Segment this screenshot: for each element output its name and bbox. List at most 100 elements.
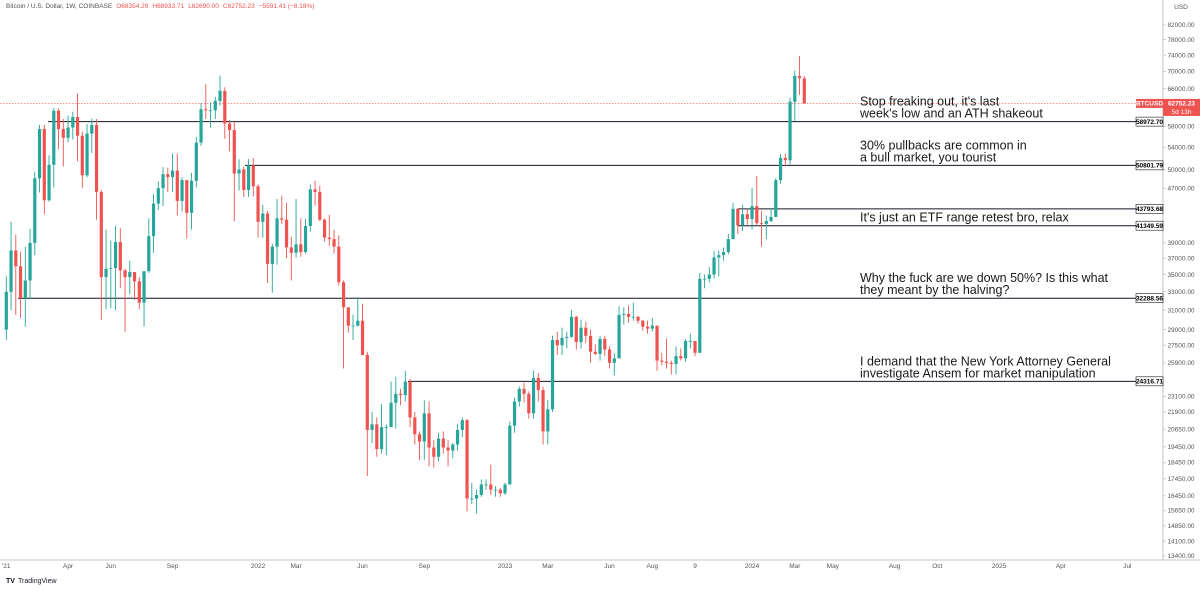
candle-body: [550, 339, 555, 410]
candle-body: [641, 320, 645, 327]
candle-body: [85, 133, 89, 176]
x-tick-label: Aug: [647, 563, 659, 570]
candle-body: [33, 178, 37, 243]
symbol-tag-box: [1136, 98, 1163, 108]
candle-body: [227, 123, 232, 131]
candle-body: [75, 117, 80, 136]
candle-body: [199, 109, 203, 143]
candle-body: [441, 438, 445, 448]
level-label-box: [1135, 220, 1164, 231]
candle-body: [337, 246, 341, 283]
candle-body: [94, 124, 99, 192]
candle-body: [664, 361, 669, 363]
candle-body: [569, 316, 574, 337]
x-tick-label: 2023: [498, 563, 513, 570]
y-tick-label: 54000.00: [1167, 145, 1194, 152]
currency: USD: [1174, 4, 1188, 11]
x-tick-label: Apr: [63, 563, 74, 570]
candle-body: [712, 257, 716, 275]
candle-body: [251, 165, 255, 187]
candle-body: [460, 420, 464, 430]
y-tick-label: 33000.00: [1167, 289, 1194, 296]
y-tick-label: 31000.00: [1167, 307, 1194, 314]
candle-body: [189, 180, 194, 213]
candle-body: [237, 169, 241, 174]
candle-body: [4, 291, 8, 330]
y-tick-label: 35000.00: [1167, 272, 1194, 279]
candle-body: [721, 252, 726, 256]
annotation: a bull market, you tourist: [860, 150, 997, 164]
y-tick-label: 47000.00: [1167, 185, 1194, 192]
candle-body: [631, 316, 635, 318]
candle-body: [208, 110, 213, 112]
candle-body: [332, 239, 336, 247]
candle-body: [750, 206, 754, 220]
x-tick-label: May: [827, 563, 840, 570]
candle-body: [346, 307, 350, 326]
candle-body: [170, 170, 175, 178]
candle-body: [161, 174, 165, 189]
candle-body: [693, 341, 697, 353]
x-tick-label: Sep: [419, 563, 431, 570]
y-tick-label: 50000.00: [1167, 167, 1194, 174]
candle-body: [764, 221, 768, 224]
brand-name: TradingView: [18, 578, 57, 585]
brand: TV TradingView: [6, 578, 57, 585]
x-tick-label: Mar: [789, 563, 801, 570]
candle-body: [351, 325, 355, 327]
candle-body: [531, 377, 536, 414]
candle-body: [23, 280, 27, 299]
candle-body: [80, 135, 84, 176]
y-tick-label: 74000.00: [1167, 52, 1194, 59]
candle-body: [484, 484, 488, 486]
candle-body: [384, 427, 388, 428]
candle-body: [246, 165, 251, 191]
candle-body: [42, 129, 46, 201]
y-tick-label: 25900.00: [1167, 360, 1194, 367]
candle-body: [52, 110, 56, 165]
candle-body: [9, 250, 13, 292]
x-tick-label: Jun: [106, 563, 117, 570]
candle-body: [607, 349, 612, 363]
annotation: investigate Ansem for market manipulatio…: [860, 366, 1096, 380]
candle-body: [294, 244, 298, 253]
candle-body: [232, 130, 236, 174]
candle-body: [61, 129, 65, 138]
y-tick-label: 78000.00: [1167, 37, 1194, 44]
y-tick-label: 17450.00: [1167, 476, 1194, 483]
candle-body: [489, 484, 493, 490]
candle-body: [793, 76, 797, 102]
y-tick-label: 37000.00: [1167, 255, 1194, 262]
candle-body: [47, 164, 51, 201]
candle-body: [579, 327, 583, 343]
candle-body: [132, 272, 137, 282]
level-label: 41349.59: [1136, 223, 1163, 230]
candle-body: [745, 214, 749, 220]
y-tick-label: 13400.00: [1167, 553, 1194, 560]
x-tick-label: Jun: [357, 563, 368, 570]
candle-body: [660, 360, 664, 362]
y-tick-label: 23100.00: [1167, 394, 1194, 401]
candle-body: [113, 242, 118, 268]
candle-body: [474, 494, 479, 499]
candle-body: [593, 351, 597, 354]
candle-body: [56, 110, 61, 130]
candle-body: [669, 362, 673, 364]
x-tick-label: Mar: [290, 563, 302, 570]
ohlc-value: H68933.71: [152, 3, 184, 10]
candle-body: [327, 237, 331, 240]
level-label-box: [1135, 116, 1164, 127]
candle-body: [341, 282, 346, 308]
x-tick-label: 2025: [992, 563, 1007, 570]
candle-body: [261, 213, 265, 222]
candle-body: [574, 316, 578, 343]
candle-body: [688, 341, 692, 342]
candle-body: [560, 337, 564, 346]
candle-body: [759, 223, 764, 225]
last-price-label: 62752.23: [1168, 101, 1195, 108]
candle-body: [427, 413, 431, 448]
candle-body: [436, 438, 441, 457]
candle-body: [14, 250, 18, 267]
level-label: 58972.70: [1136, 119, 1163, 126]
